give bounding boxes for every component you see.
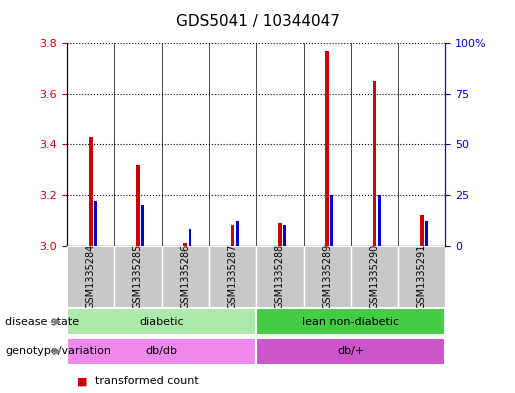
FancyBboxPatch shape [256, 308, 445, 336]
Bar [420, 215, 424, 246]
Text: db/db: db/db [146, 346, 178, 356]
Text: GSM1335288: GSM1335288 [275, 243, 285, 309]
Bar [236, 221, 239, 246]
Bar [283, 226, 286, 246]
Text: GSM1335287: GSM1335287 [228, 243, 237, 309]
Text: GDS5041 / 10344047: GDS5041 / 10344047 [176, 14, 339, 29]
Bar [331, 195, 333, 246]
Bar [183, 243, 187, 246]
Text: GSM1335290: GSM1335290 [369, 243, 380, 309]
Text: db/+: db/+ [337, 346, 365, 356]
Text: GSM1335291: GSM1335291 [417, 243, 427, 309]
Bar [188, 230, 192, 246]
Text: GSM1335285: GSM1335285 [133, 243, 143, 309]
Text: transformed count: transformed count [95, 376, 199, 386]
Bar [136, 165, 140, 246]
Text: disease state: disease state [5, 317, 79, 327]
Bar [378, 195, 381, 246]
Text: GSM1335289: GSM1335289 [322, 243, 332, 309]
FancyBboxPatch shape [398, 246, 445, 307]
Bar [141, 205, 144, 246]
Bar [89, 137, 93, 246]
Text: genotype/variation: genotype/variation [5, 346, 111, 356]
FancyBboxPatch shape [303, 246, 351, 307]
FancyBboxPatch shape [67, 308, 256, 336]
FancyBboxPatch shape [256, 246, 303, 307]
Bar [231, 226, 234, 246]
FancyBboxPatch shape [256, 338, 445, 365]
FancyBboxPatch shape [67, 338, 256, 365]
Text: diabetic: diabetic [139, 317, 184, 327]
FancyBboxPatch shape [162, 246, 209, 307]
Text: ■: ■ [77, 376, 88, 386]
FancyBboxPatch shape [351, 246, 398, 307]
Bar [325, 51, 329, 246]
FancyBboxPatch shape [209, 246, 256, 307]
FancyBboxPatch shape [114, 246, 162, 307]
Bar [425, 221, 428, 246]
Text: GSM1335284: GSM1335284 [85, 243, 96, 309]
Bar [373, 81, 376, 246]
Text: lean non-diabetic: lean non-diabetic [302, 317, 400, 327]
Bar [278, 223, 282, 246]
Text: GSM1335286: GSM1335286 [180, 243, 190, 309]
Bar [94, 201, 97, 246]
FancyBboxPatch shape [67, 246, 114, 307]
